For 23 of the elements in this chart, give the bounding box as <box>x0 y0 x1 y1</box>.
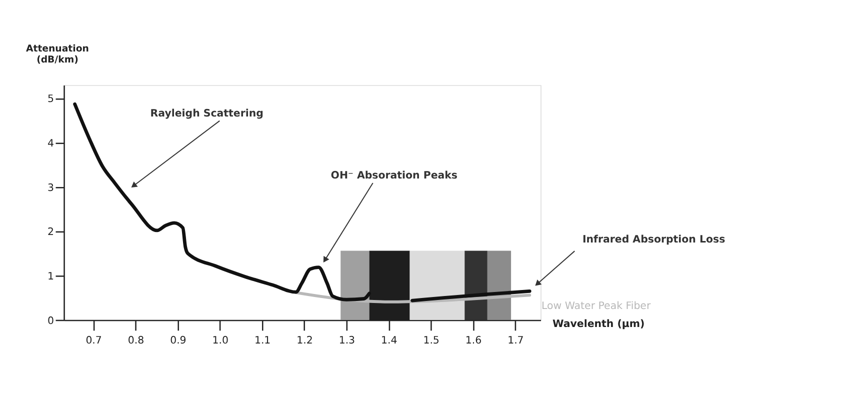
y-tick-label: 5 <box>48 94 54 106</box>
y-tick-label: 1 <box>48 272 54 283</box>
x-tick-label: 1.0 <box>212 335 228 346</box>
y-tick-label: 4 <box>48 138 54 150</box>
x-axis-title: Wavelenth (µm) <box>552 318 645 330</box>
x-tick-label: 1.3 <box>338 335 356 346</box>
x-tick-label: 1.7 <box>508 335 524 346</box>
x-tick-label: 1.5 <box>423 335 440 346</box>
y-axis-title: Attenuation (dB/km) <box>26 43 89 66</box>
x-tick-label: 0.9 <box>170 335 186 346</box>
x-tick-label: 1.4 <box>381 335 398 346</box>
annotation: Rayleigh Scattering <box>150 108 264 120</box>
series-label: Low Water Peak Fiber <box>542 300 652 312</box>
x-tick-label: 0.7 <box>86 335 102 346</box>
x-tick-label: 0.8 <box>128 335 144 346</box>
x-tick-label: 1.6 <box>465 335 482 346</box>
x-tick-label: 1.1 <box>254 335 271 346</box>
annotation: Infrared Absorption Loss <box>582 234 726 246</box>
y-tick-label: 0 <box>48 316 54 327</box>
x-tick-label: 1.2 <box>296 335 313 346</box>
annotation: OH⁻ Absoration Peaks <box>330 170 458 182</box>
y-tick-label: 3 <box>48 182 54 194</box>
y-tick-label: 2 <box>48 227 54 238</box>
